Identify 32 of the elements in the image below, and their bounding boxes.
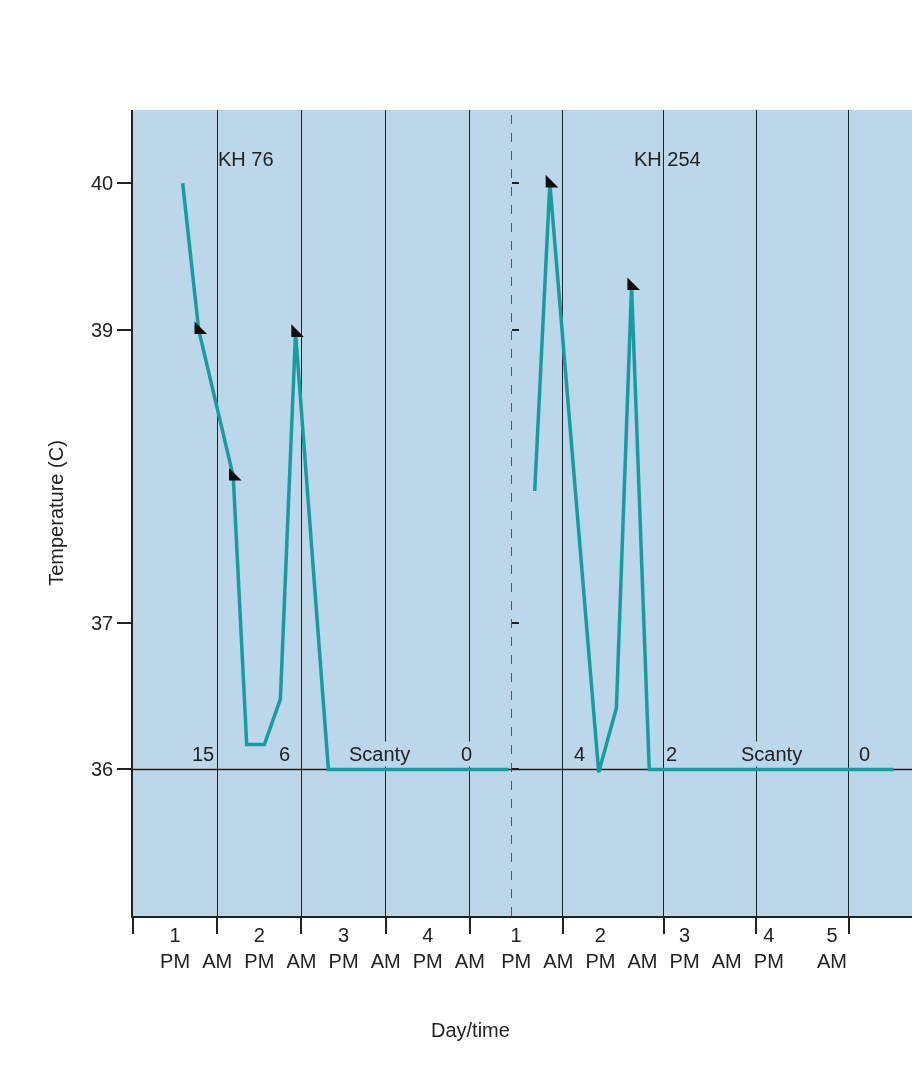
annotation: 0 — [461, 743, 473, 765]
text: KH 76 — [218, 148, 274, 170]
y-tick-label: 37 — [91, 611, 114, 634]
x-tick-label: AM — [286, 949, 317, 972]
annotation: 4 — [574, 743, 586, 765]
annotation: Scanty — [741, 743, 803, 765]
y-tick-label: 40 — [91, 172, 114, 195]
x-axis-title: Day/time — [431, 1019, 510, 1041]
x-tick-label: AM — [202, 949, 233, 972]
x-tick-label: 3 PM — [328, 923, 359, 972]
y-tick-label: 36 — [91, 758, 114, 781]
x-tick-label: AM — [627, 949, 658, 972]
x-tick-label: AM — [454, 949, 485, 972]
y-axis-title: Temperature (C) — [45, 440, 67, 586]
x-tick-label: 1 PM — [501, 923, 532, 972]
annotation: Scanty — [349, 743, 411, 765]
x-tick-label: 4 PM — [753, 923, 784, 972]
x-tick-label: AM — [370, 949, 401, 972]
text: KH 254 — [634, 148, 701, 170]
x-tick-label: 2 PM — [585, 923, 616, 972]
annotation: 0 — [859, 743, 871, 765]
x-tick-label: AM — [711, 949, 742, 972]
x-tick-label: 4 PM — [412, 923, 443, 972]
annotation: 15 — [192, 743, 215, 765]
y-tick-label: 39 — [91, 318, 114, 341]
x-tick-label: 3 PM — [669, 923, 700, 972]
x-tick-label: 2 PM — [244, 923, 275, 972]
x-tick-label: AM — [543, 949, 574, 972]
annotation: 2 — [666, 743, 678, 765]
x-tick-label: 5 AM — [816, 923, 847, 972]
annotation: 6 — [279, 743, 291, 765]
x-tick-label: 1 PM — [160, 923, 191, 972]
